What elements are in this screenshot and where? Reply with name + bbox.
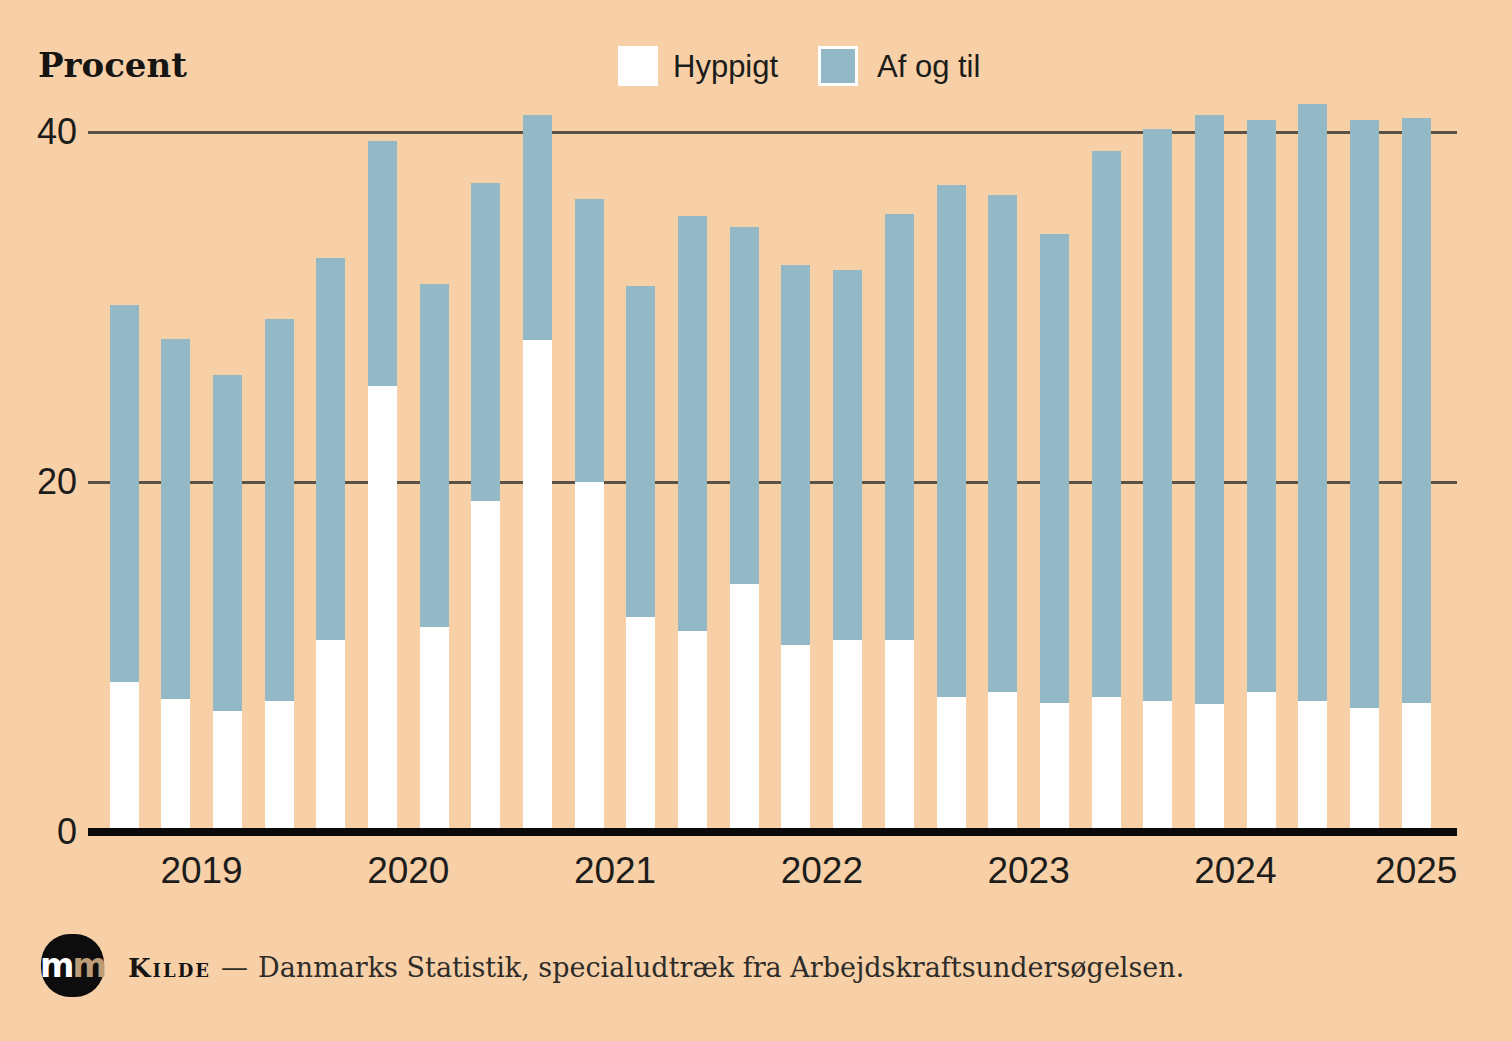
bar-2023K1 xyxy=(937,185,966,833)
bar-2022K3 xyxy=(833,270,862,832)
bar-2023K2 xyxy=(988,195,1017,832)
bar-segment-afogtil-2019K2 xyxy=(161,339,190,700)
x-tick-label-2021: 2021 xyxy=(535,850,695,892)
bar-segment-afogtil-2021K4 xyxy=(678,216,707,631)
bar-segment-hyppigt-2019K1 xyxy=(110,682,139,833)
plot-area: 0 20 40 2019 2020 2021 2022 2023 2024 2025 xyxy=(0,0,1512,1041)
bar-segment-hyppigt-2019K2 xyxy=(161,699,190,832)
bar-segment-hyppigt-2024K4 xyxy=(1298,701,1327,832)
bar-segment-afogtil-2024K2 xyxy=(1195,115,1224,705)
bar-segment-afogtil-2025K1 xyxy=(1350,120,1379,708)
bar-2025K2 xyxy=(1402,118,1431,832)
bar-segment-afogtil-2022K2 xyxy=(781,265,810,645)
bar-segment-hyppigt-2022K2 xyxy=(781,645,810,832)
bar-segment-afogtil-2019K1 xyxy=(110,305,139,681)
bar-2024K4 xyxy=(1298,104,1327,832)
bar-segment-hyppigt-2022K3 xyxy=(833,640,862,833)
bar-segment-hyppigt-2020K3 xyxy=(420,627,449,832)
bar-segment-hyppigt-2024K1 xyxy=(1143,701,1172,832)
bar-segment-afogtil-2021K1 xyxy=(523,115,552,341)
bar-segment-afogtil-2020K1 xyxy=(316,258,345,640)
bar-2020K3 xyxy=(420,284,449,832)
source-kilde-label: Kilde xyxy=(128,953,211,983)
bar-2023K3 xyxy=(1040,234,1069,833)
bar-2022K2 xyxy=(781,265,810,832)
bar-segment-afogtil-2022K4 xyxy=(885,214,914,639)
bar-segment-hyppigt-2021K2 xyxy=(575,482,604,832)
bar-segment-hyppigt-2021K4 xyxy=(678,631,707,832)
bar-2022K1 xyxy=(730,227,759,833)
bar-2020K4 xyxy=(471,183,500,832)
bar-segment-afogtil-2024K3 xyxy=(1247,120,1276,692)
bar-segment-hyppigt-2024K2 xyxy=(1195,704,1224,832)
bar-2023K4 xyxy=(1092,151,1121,832)
bar-2024K1 xyxy=(1143,129,1172,833)
bar-2019K2 xyxy=(161,339,190,833)
bar-segment-afogtil-2021K2 xyxy=(575,199,604,483)
bar-segment-afogtil-2025K2 xyxy=(1402,118,1431,703)
bar-segment-hyppigt-2021K3 xyxy=(626,617,655,832)
chart-canvas: Procent Hyppigt Af og til 02040201920202… xyxy=(0,0,1512,1041)
bar-segment-hyppigt-2024K3 xyxy=(1247,692,1276,832)
bar-2021K2 xyxy=(575,199,604,833)
bar-2025K1 xyxy=(1350,120,1379,832)
x-tick-label-2025: 2025 xyxy=(1336,850,1496,892)
bar-segment-hyppigt-2022K1 xyxy=(730,584,759,833)
bar-segment-afogtil-2023K1 xyxy=(937,185,966,698)
bar-2021K3 xyxy=(626,286,655,832)
bar-2021K1 xyxy=(523,115,552,833)
bar-segment-hyppigt-2020K2 xyxy=(368,386,397,832)
bar-segment-afogtil-2023K3 xyxy=(1040,234,1069,703)
bar-segment-hyppigt-2023K2 xyxy=(988,692,1017,832)
x-tick-label-2020: 2020 xyxy=(328,850,488,892)
bar-segment-afogtil-2020K4 xyxy=(471,183,500,502)
bar-2024K3 xyxy=(1247,120,1276,832)
source-text: Danmarks Statistik, specialudtræk fra Ar… xyxy=(258,952,1184,983)
mm-logo-letter: m xyxy=(73,946,105,985)
footer: m m Kilde—Danmarks Statistik, specialudt… xyxy=(0,930,1512,1020)
bar-2019K3 xyxy=(213,375,242,832)
bar-segment-hyppigt-2019K4 xyxy=(265,701,294,832)
bar-2024K2 xyxy=(1195,115,1224,833)
bar-segment-hyppigt-2023K3 xyxy=(1040,703,1069,833)
bar-2021K4 xyxy=(678,216,707,832)
source-separator: — xyxy=(211,952,258,983)
mm-logo-letter: m xyxy=(40,946,72,985)
bar-segment-afogtil-2019K4 xyxy=(265,319,294,701)
bar-segment-afogtil-2023K2 xyxy=(988,195,1017,692)
bar-segment-afogtil-2022K1 xyxy=(730,227,759,584)
bar-segment-afogtil-2020K2 xyxy=(368,141,397,386)
mm-logo: m m xyxy=(41,934,104,997)
bar-segment-afogtil-2019K3 xyxy=(213,375,242,711)
x-tick-label-2019: 2019 xyxy=(122,850,282,892)
bar-2019K1 xyxy=(110,305,139,832)
bar-segment-afogtil-2022K3 xyxy=(833,270,862,639)
source-line: Kilde—Danmarks Statistik, specialudtræk … xyxy=(128,952,1184,983)
y-tick-label-20: 20 xyxy=(0,464,77,500)
bar-segment-afogtil-2021K3 xyxy=(626,286,655,617)
bar-2019K4 xyxy=(265,319,294,832)
y-tick-label-0: 0 xyxy=(0,814,77,850)
bar-2020K2 xyxy=(368,141,397,832)
x-axis-line xyxy=(88,828,1457,836)
bar-segment-hyppigt-2023K4 xyxy=(1092,697,1121,832)
bar-segment-afogtil-2024K1 xyxy=(1143,129,1172,701)
bar-segment-hyppigt-2020K4 xyxy=(471,501,500,832)
bar-segment-hyppigt-2021K1 xyxy=(523,340,552,832)
bar-2022K4 xyxy=(885,214,914,832)
x-tick-label-2022: 2022 xyxy=(742,850,902,892)
bar-segment-hyppigt-2020K1 xyxy=(316,640,345,833)
y-tick-label-40: 40 xyxy=(0,114,77,150)
bar-segment-afogtil-2023K4 xyxy=(1092,151,1121,697)
bar-2020K1 xyxy=(316,258,345,832)
bar-segment-hyppigt-2025K2 xyxy=(1402,703,1431,833)
bar-segment-hyppigt-2023K1 xyxy=(937,697,966,832)
bar-segment-afogtil-2024K4 xyxy=(1298,104,1327,701)
x-tick-label-2024: 2024 xyxy=(1155,850,1315,892)
x-tick-label-2023: 2023 xyxy=(949,850,1109,892)
bar-segment-hyppigt-2019K3 xyxy=(213,711,242,832)
bar-segment-hyppigt-2025K1 xyxy=(1350,708,1379,832)
bar-segment-afogtil-2020K3 xyxy=(420,284,449,627)
bar-segment-hyppigt-2022K4 xyxy=(885,640,914,833)
